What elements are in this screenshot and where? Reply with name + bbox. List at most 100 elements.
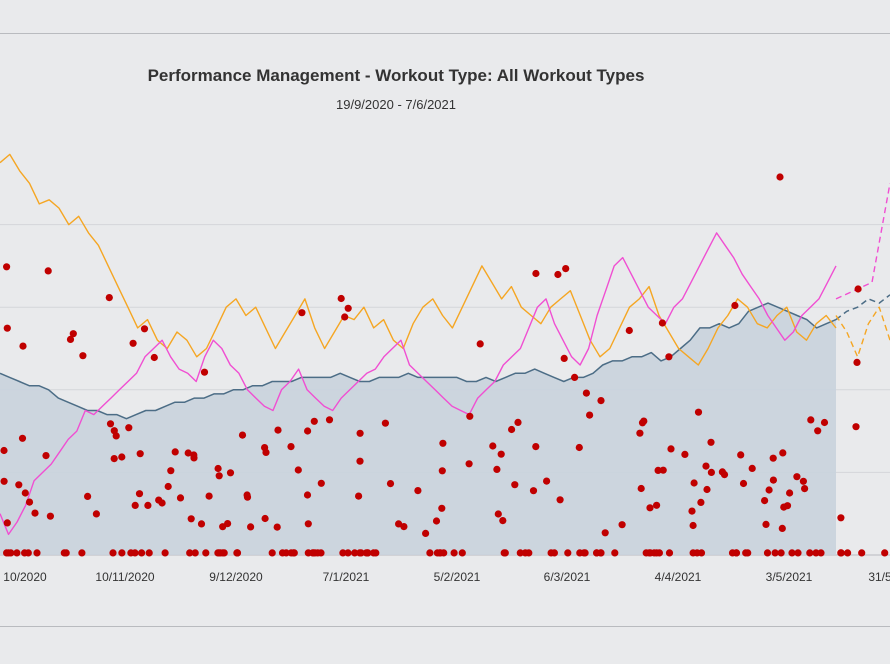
chart-title: Performance Management - Workout Type: A… [147,66,645,85]
marker-dot [145,549,153,557]
marker-dot [762,520,770,529]
marker-dot [582,389,591,397]
marker-dot [62,549,70,557]
marker-dot [3,549,11,557]
marker-dot [556,496,564,504]
marker-dot [214,464,222,473]
marker-dot [106,420,115,428]
marker-dot [171,448,179,456]
marker-dot [317,479,325,487]
marker-dot [341,313,349,321]
marker-dot [794,549,802,557]
marker-dot [793,473,801,481]
marker-dot [516,549,524,557]
marker-dot [611,549,619,557]
marker-dot [640,417,648,425]
marker-dot [118,453,126,461]
marker-dot [654,466,662,474]
marker-dot [771,549,779,557]
marker-dot [547,549,555,557]
marker-dot [118,549,126,557]
marker-dot [69,330,77,338]
marker-dot [344,549,352,557]
marker-dot [262,448,270,456]
marker-dot [158,499,166,507]
marker-dot [136,450,144,458]
x-tick-label: 3/5/2021 [766,570,813,584]
marker-dot [287,443,295,451]
marker-dot [13,549,21,557]
marker-dot [564,549,572,557]
marker-dot [3,519,11,527]
marker-dot [728,549,737,557]
x-tick-label: 6/3/2021 [544,570,591,584]
marker-dot [667,445,675,453]
marker-dot [191,549,199,557]
marker-dot [562,265,570,273]
marker-dot [438,467,446,475]
marker-dot [298,309,306,317]
marker-dot [436,549,444,557]
marker-dot [489,442,497,450]
marker-dot [3,263,11,271]
marker-dot [161,549,169,557]
marker-dot [858,549,866,557]
marker-dot [881,549,889,557]
marker-dot [197,520,206,528]
marker-dot [532,443,540,451]
marker-dot [854,285,862,293]
x-tick-label: 5/2/2021 [434,570,481,584]
marker-dot [837,549,845,557]
marker-dot [777,549,785,557]
marker-dot [554,270,562,279]
marker-dot [465,460,473,468]
marker-dot [575,443,583,452]
marker-dot [386,480,395,488]
marker-dot [737,451,745,459]
x-tick-label: 10/2020 [3,570,47,584]
marker-dot [707,438,715,446]
marker-dot [844,549,852,557]
marker-dot [458,549,466,557]
series-4-line [0,232,837,536]
marker-dot [645,549,653,557]
marker-dot [110,455,118,463]
marker-dot [529,487,538,495]
marker-dot [820,418,829,427]
marker-dot [310,417,318,425]
marker-dot [184,449,192,457]
marker-dot [294,466,302,474]
marker-dot [580,549,588,557]
marker-dot [164,482,172,491]
marker-dot [689,521,697,530]
marker-dot [765,486,773,494]
marker-dot [364,549,372,557]
marker-dot [273,523,281,531]
marker-dot [200,368,209,376]
marker-dot [783,502,792,510]
marker-dot [44,267,52,275]
marker-dot [186,549,194,557]
marker-dot [129,339,137,347]
marker-dot [414,487,422,495]
marker-dot [493,465,501,473]
marker-dot [42,452,50,460]
marker-dot [499,517,507,525]
marker-dot [78,549,86,557]
marker-dot [131,549,139,557]
x-tick-label: 31/5 [868,570,890,584]
series-0-area [0,303,836,555]
marker-dot [601,529,609,537]
marker-dot [476,340,484,348]
marker-dot [739,479,748,488]
marker-dot [817,549,825,557]
x-tick-label: 10/11/2020 [95,570,154,584]
marker-dot [703,485,711,494]
marker-dot [289,549,297,557]
chart-subtitle: 19/9/2020 - 7/6/2021 [336,97,456,112]
marker-dot [356,429,364,437]
marker-dot [176,494,185,502]
series-5-line [835,183,890,300]
